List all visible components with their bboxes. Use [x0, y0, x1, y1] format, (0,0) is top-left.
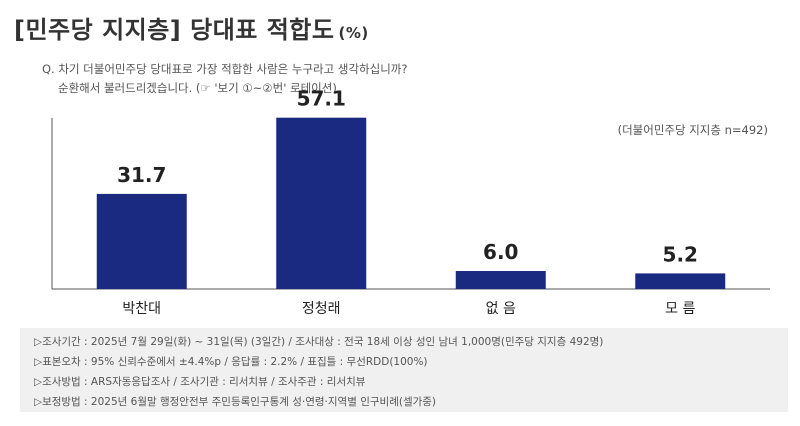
survey-question: Q. 차기 더불어민주당 당대표로 가장 적합한 사람은 누구라고 생각하십니까… [42, 60, 407, 98]
bar-2 [276, 117, 367, 289]
bar-3 [455, 271, 546, 289]
value-label-1: 31.7 [117, 163, 166, 187]
footer-row-weighting: 보정방법 : 2025년 6월말 행정안전부 주민등록인구통계 성·연령·지역별… [34, 392, 788, 412]
footer-row-error: 표본오차 : 95% 신뢰수준에서 ±4.4%p / 응답률 : 2.2% / … [34, 352, 788, 372]
chart-title: [민주당 지지층] 당대표 적합도 (%) [14, 10, 369, 45]
question-line-2: 순환해서 불러드리겠습니다. (☞ '보기 ①~②번' 로테이션) [58, 81, 337, 95]
value-label-3: 6.0 [483, 240, 518, 264]
title-text: [민주당 지지층] 당대표 적합도 [14, 16, 335, 44]
bar-4 [635, 273, 726, 289]
sample-size-note: (더불어민주당 지지층 n=492) [617, 123, 768, 137]
category-label-2: 정청래 [302, 301, 341, 317]
footer-row-method: 조사방법 : ARS자동응답조사 / 조사기관 : 리서치뷰 / 조사주관 : … [34, 372, 788, 392]
value-label-4: 5.2 [663, 242, 698, 266]
question-line-1: Q. 차기 더불어민주당 당대표로 가장 적합한 사람은 누구라고 생각하십니까… [42, 62, 408, 76]
survey-methodology-box: 조사기간 : 2025년 7월 29일(화) ~ 31일(목) (3일간) / … [20, 328, 788, 412]
category-label-1: 박찬대 [122, 301, 161, 317]
value-label-2: 57.1 [297, 87, 346, 111]
footer-row-period: 조사기간 : 2025년 7월 29일(화) ~ 31일(목) (3일간) / … [34, 332, 788, 352]
category-label-4: 모 름 [665, 301, 695, 317]
title-unit: (%) [338, 24, 369, 42]
category-label-3: 없 음 [486, 301, 516, 317]
bar-1 [96, 193, 187, 289]
